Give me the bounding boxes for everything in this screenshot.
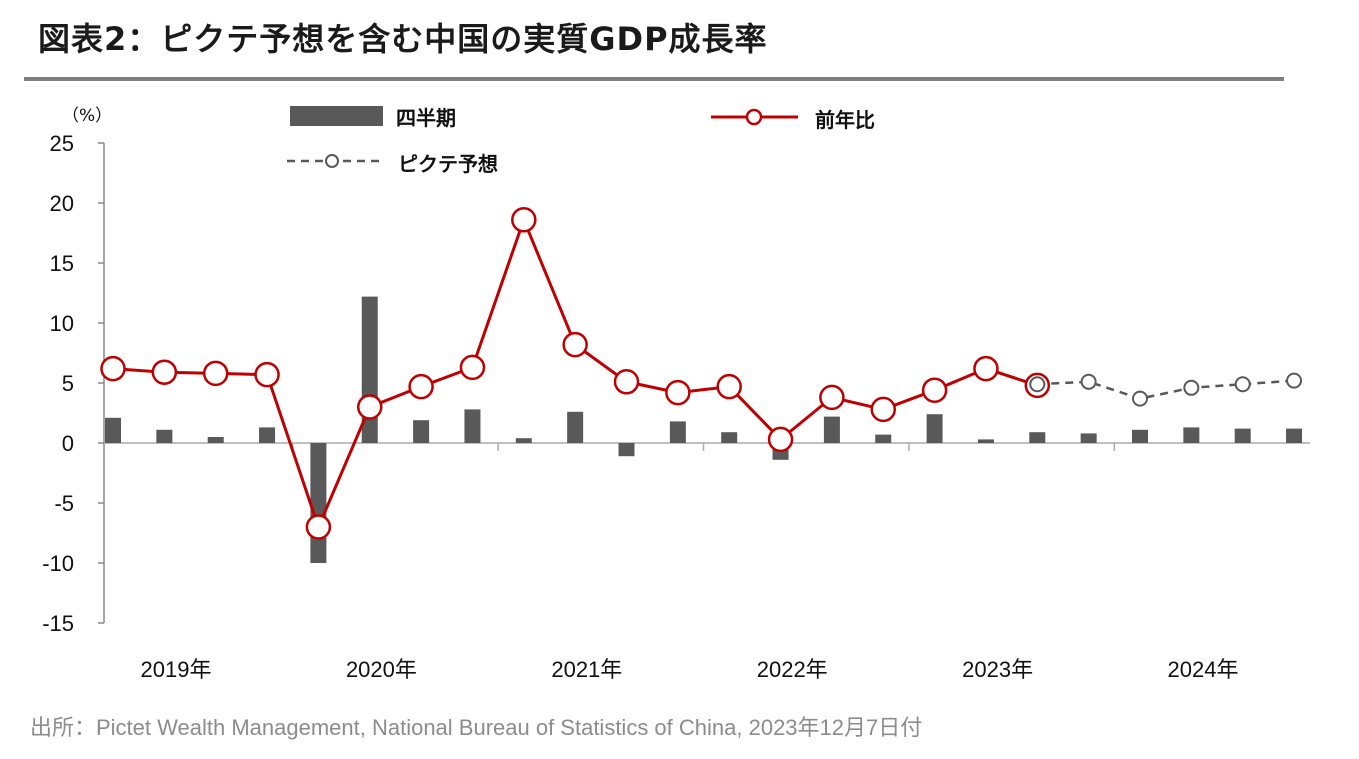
- quarterly-bar: [823, 416, 840, 443]
- quarterly-bar: [567, 411, 584, 443]
- x-year-label: 2021年: [551, 657, 622, 682]
- y-tick-label: 0: [62, 431, 74, 456]
- y-unit-label: （%）: [62, 106, 112, 126]
- quarterly-bar: [618, 443, 635, 457]
- yoy-point: [459, 354, 486, 381]
- quarterly-bar: [1080, 433, 1097, 443]
- source-note: 出所：Pictet Wealth Management, National Bu…: [30, 715, 923, 740]
- yoy-point: [511, 207, 537, 233]
- yoy-point: [562, 331, 588, 358]
- legend-bar-swatch: [290, 106, 383, 126]
- legend-forecast-label: ピクテ予想: [398, 152, 498, 176]
- y-tick-label: 20: [50, 191, 74, 216]
- quarterly-bar: [1183, 427, 1200, 443]
- quarterly-bar: [977, 439, 994, 443]
- gdp-chart: （%） 25 20 15 10 5 0 -5 -10 -15 2019年 2020年 2021年 2022…: [42, 106, 1310, 682]
- y-tick-label: 15: [50, 251, 74, 276]
- x-year-label: 2023年: [962, 657, 1033, 682]
- yoy-point: [921, 377, 948, 403]
- y-tick-label: -10: [42, 551, 74, 576]
- quarterly-bar: [464, 409, 481, 443]
- title-divider: [24, 77, 1284, 81]
- yoy-point: [305, 514, 332, 540]
- yoy-point: [357, 394, 383, 420]
- y-tick-label: 25: [50, 131, 74, 156]
- quarterly-bar: [156, 429, 173, 443]
- forecast-point: [1234, 376, 1251, 393]
- yoy-point: [151, 359, 178, 385]
- yoy-point: [202, 360, 229, 387]
- y-tick-label: -15: [42, 611, 74, 636]
- yoy-point: [100, 355, 126, 382]
- quarterly-bar: [310, 443, 327, 563]
- forecast-line: [1029, 372, 1303, 407]
- forecast-point: [1080, 373, 1097, 390]
- y-tick-label: 5: [62, 371, 74, 396]
- yoy-point: [254, 361, 280, 388]
- quarterly-bar: [413, 420, 430, 443]
- y-tick-label: 10: [50, 311, 74, 336]
- x-year-label: 2019年: [141, 657, 212, 682]
- quarterly-bar: [875, 434, 892, 443]
- x-year-label: 2024年: [1168, 657, 1239, 682]
- forecast-point: [1029, 376, 1046, 393]
- quarterly-bar: [1234, 428, 1251, 443]
- forecast-point: [1286, 372, 1303, 389]
- forecast-point: [1183, 379, 1200, 396]
- yoy-point: [716, 373, 742, 400]
- quarterly-bar: [669, 421, 686, 443]
- quarterly-bar: [926, 414, 943, 443]
- yoy-point: [665, 379, 691, 406]
- x-year-label: 2022年: [757, 657, 828, 682]
- yoy-point: [767, 426, 794, 453]
- quarterly-bar: [1286, 428, 1303, 443]
- forecast-point: [1132, 390, 1148, 407]
- quarterly-bar: [259, 427, 276, 443]
- quarterly-bar: [1132, 429, 1148, 443]
- yoy-line-path: [112, 218, 1038, 529]
- x-year-label: 2020年: [346, 657, 417, 682]
- legend-bar-label: 四半期: [396, 106, 456, 130]
- quarterly-bar: [515, 438, 532, 443]
- y-tick-label: -5: [54, 491, 74, 516]
- legend-actual-marker: [745, 108, 763, 126]
- legend-forecast-marker: [325, 154, 339, 168]
- yoy-point: [819, 384, 845, 411]
- legend-actual-label: 前年比: [815, 108, 875, 132]
- yoy-point: [870, 396, 896, 423]
- forecast-line-path: [1037, 379, 1295, 400]
- yoy-point: [613, 369, 640, 395]
- chart-title: 図表2：ピクテ予想を含む中国の実質GDP成長率: [38, 20, 768, 58]
- quarterly-bar: [207, 437, 224, 443]
- quarterly-bar: [105, 417, 121, 443]
- yoy-line: [100, 207, 1051, 540]
- quarterly-bar: [1029, 432, 1046, 443]
- yoy-point: [973, 355, 999, 382]
- quarterly-bar: [721, 432, 738, 443]
- axes: （%） 25 20 15 10 5 0 -5 -10 -15 2019年 2020年 2021年 2022…: [42, 106, 1310, 682]
- yoy-point: [408, 373, 434, 400]
